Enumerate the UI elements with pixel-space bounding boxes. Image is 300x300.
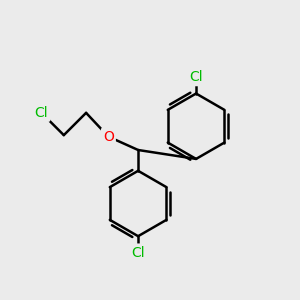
Text: Cl: Cl [189,70,203,84]
Text: O: O [103,130,114,144]
Text: Cl: Cl [131,245,145,260]
Text: Cl: Cl [35,106,48,120]
